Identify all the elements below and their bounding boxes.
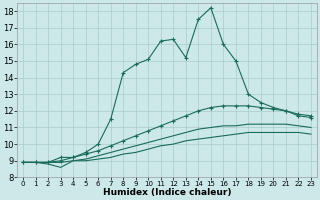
X-axis label: Humidex (Indice chaleur): Humidex (Indice chaleur) <box>103 188 231 197</box>
